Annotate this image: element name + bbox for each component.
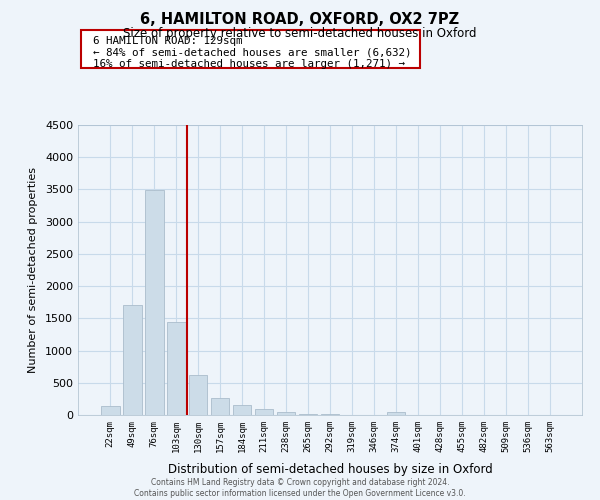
Bar [123,306,142,415]
Text: 6 HAMILTON ROAD: 129sqm
← 84% of semi-detached houses are smaller (6,632)
16% of: 6 HAMILTON ROAD: 129sqm ← 84% of semi-de… [93,36,412,69]
Bar [386,412,405,415]
Y-axis label: Number of semi-detached properties: Number of semi-detached properties [28,167,38,373]
Bar [233,404,251,415]
Bar [277,412,295,415]
Bar [167,322,185,415]
Bar [189,375,208,415]
Bar [145,190,164,415]
X-axis label: Distribution of semi-detached houses by size in Oxford: Distribution of semi-detached houses by … [167,463,493,476]
Bar [211,398,229,415]
Text: 6, HAMILTON ROAD, OXFORD, OX2 7PZ: 6, HAMILTON ROAD, OXFORD, OX2 7PZ [140,12,460,28]
Bar [255,409,274,415]
Bar [299,414,317,415]
Text: Contains HM Land Registry data © Crown copyright and database right 2024.
Contai: Contains HM Land Registry data © Crown c… [134,478,466,498]
Bar [320,414,340,415]
Bar [101,406,119,415]
Text: Size of property relative to semi-detached houses in Oxford: Size of property relative to semi-detach… [123,28,477,40]
